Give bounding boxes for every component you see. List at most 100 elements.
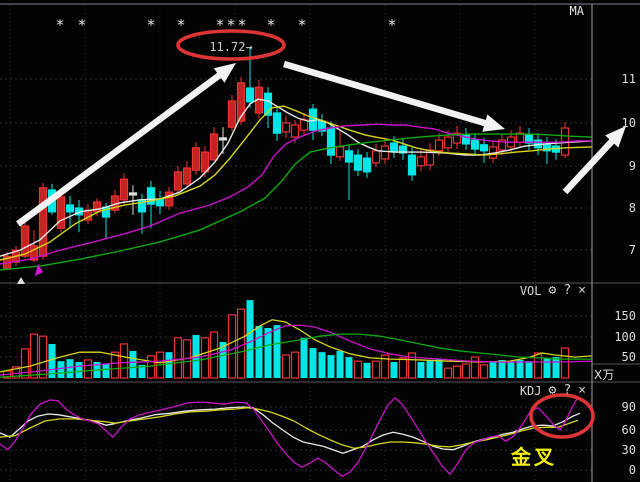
volume-bar — [255, 325, 263, 378]
candle-body — [389, 142, 399, 153]
volume-bar — [227, 314, 237, 379]
vol-indicator-label[interactable]: VOL — [519, 284, 542, 298]
volume-bar — [102, 364, 110, 378]
volume-bar — [318, 352, 326, 378]
volume-bar — [246, 300, 254, 378]
volume-bar — [138, 364, 146, 378]
volume-bar — [470, 356, 480, 379]
candle-body — [236, 82, 246, 122]
candle-body — [353, 154, 363, 171]
candle-body — [380, 145, 390, 160]
price-axis-tick: 7 — [628, 243, 636, 257]
volume-bar — [236, 308, 246, 379]
star-marker: * — [146, 16, 155, 34]
volume-bar — [380, 354, 390, 379]
annotation-arrow-shaft — [283, 60, 492, 128]
candle-body — [281, 122, 291, 133]
ma-legend-label: MA — [569, 4, 584, 18]
golden-cross-label: 金叉 — [511, 445, 557, 469]
volume-bar — [48, 343, 56, 378]
volume-bar — [146, 355, 156, 379]
volume-bar — [110, 351, 120, 379]
volume-panel-header: VOL ⚙ ? × — [496, 284, 586, 298]
volume-bar — [560, 347, 570, 379]
volume-bar — [11, 366, 21, 379]
volume-bar — [363, 362, 371, 378]
series-line — [0, 123, 592, 265]
volume-bar — [83, 359, 93, 379]
white-triangle — [17, 277, 25, 284]
volume-axis-tick: 50 — [621, 350, 636, 364]
price-axis-tick: 9 — [628, 159, 636, 173]
volume-bar — [173, 337, 183, 379]
candle-body — [182, 167, 192, 185]
volume-bar — [165, 352, 173, 378]
candle-body — [335, 146, 345, 158]
help-icon[interactable]: ? — [563, 383, 572, 398]
star-marker: * — [176, 16, 185, 34]
magenta-cursor — [35, 264, 43, 276]
star-marker: * — [77, 16, 86, 34]
volume-bar — [417, 362, 425, 378]
volume-bar — [461, 363, 471, 379]
close-icon[interactable]: × — [578, 283, 586, 298]
volume-bar — [390, 362, 398, 378]
star-marker: * — [237, 16, 246, 34]
series-line — [0, 105, 593, 261]
candle-body — [434, 139, 444, 152]
candle-body — [227, 100, 237, 128]
volume-bar — [371, 360, 381, 379]
candle-body — [290, 124, 300, 138]
candle-body — [164, 191, 174, 207]
gear-icon[interactable]: ⚙ — [548, 283, 557, 298]
candle-body — [398, 145, 408, 154]
star-marker: * — [215, 16, 224, 34]
volume-bar — [57, 361, 65, 378]
volume-bar — [498, 359, 506, 378]
candle-body — [407, 154, 417, 176]
kdj-axis-tick: 90 — [621, 400, 636, 414]
star-marker: * — [55, 16, 64, 34]
series-line — [0, 407, 579, 449]
series-line — [0, 133, 593, 271]
volume-bar — [327, 355, 335, 378]
candle-body — [326, 127, 336, 156]
annotation-arrow-head — [213, 63, 236, 83]
series-line — [0, 396, 579, 477]
volume-bar — [435, 359, 443, 378]
candle-body — [218, 137, 228, 141]
kdj-axis-tick: 0 — [628, 463, 636, 477]
candle-body — [20, 225, 30, 257]
candle-body — [38, 187, 48, 257]
kdj-panel-header: KDJ ⚙ ? × — [496, 384, 586, 398]
candle-body — [470, 139, 480, 150]
candle-body — [362, 157, 372, 173]
volume-bar — [20, 348, 30, 379]
volume-bar — [443, 367, 453, 379]
volume-bar — [516, 359, 524, 378]
candle-body — [119, 178, 129, 201]
volume-bar — [398, 357, 408, 379]
volume-bar — [507, 361, 515, 378]
candle-body — [200, 151, 210, 173]
kdj-indicator-label[interactable]: KDJ — [519, 384, 542, 398]
help-icon[interactable]: ? — [563, 283, 572, 298]
volume-bar — [29, 333, 39, 379]
volume-bar — [489, 362, 497, 378]
volume-bar — [452, 365, 462, 379]
star-marker: * — [387, 16, 396, 34]
volume-bar — [336, 350, 344, 378]
volume-bar — [300, 337, 308, 378]
annotation-arrow-head — [605, 126, 626, 148]
volume-bar — [533, 352, 543, 379]
volume-bar — [353, 360, 363, 379]
close-icon[interactable]: × — [578, 383, 586, 398]
candle-body — [344, 150, 354, 163]
star-marker: * — [266, 16, 275, 34]
candle-body — [29, 245, 39, 261]
volume-axis-tick: 100 — [614, 330, 636, 344]
gear-icon[interactable]: ⚙ — [548, 383, 557, 398]
price-axis-tick: 8 — [628, 201, 636, 215]
